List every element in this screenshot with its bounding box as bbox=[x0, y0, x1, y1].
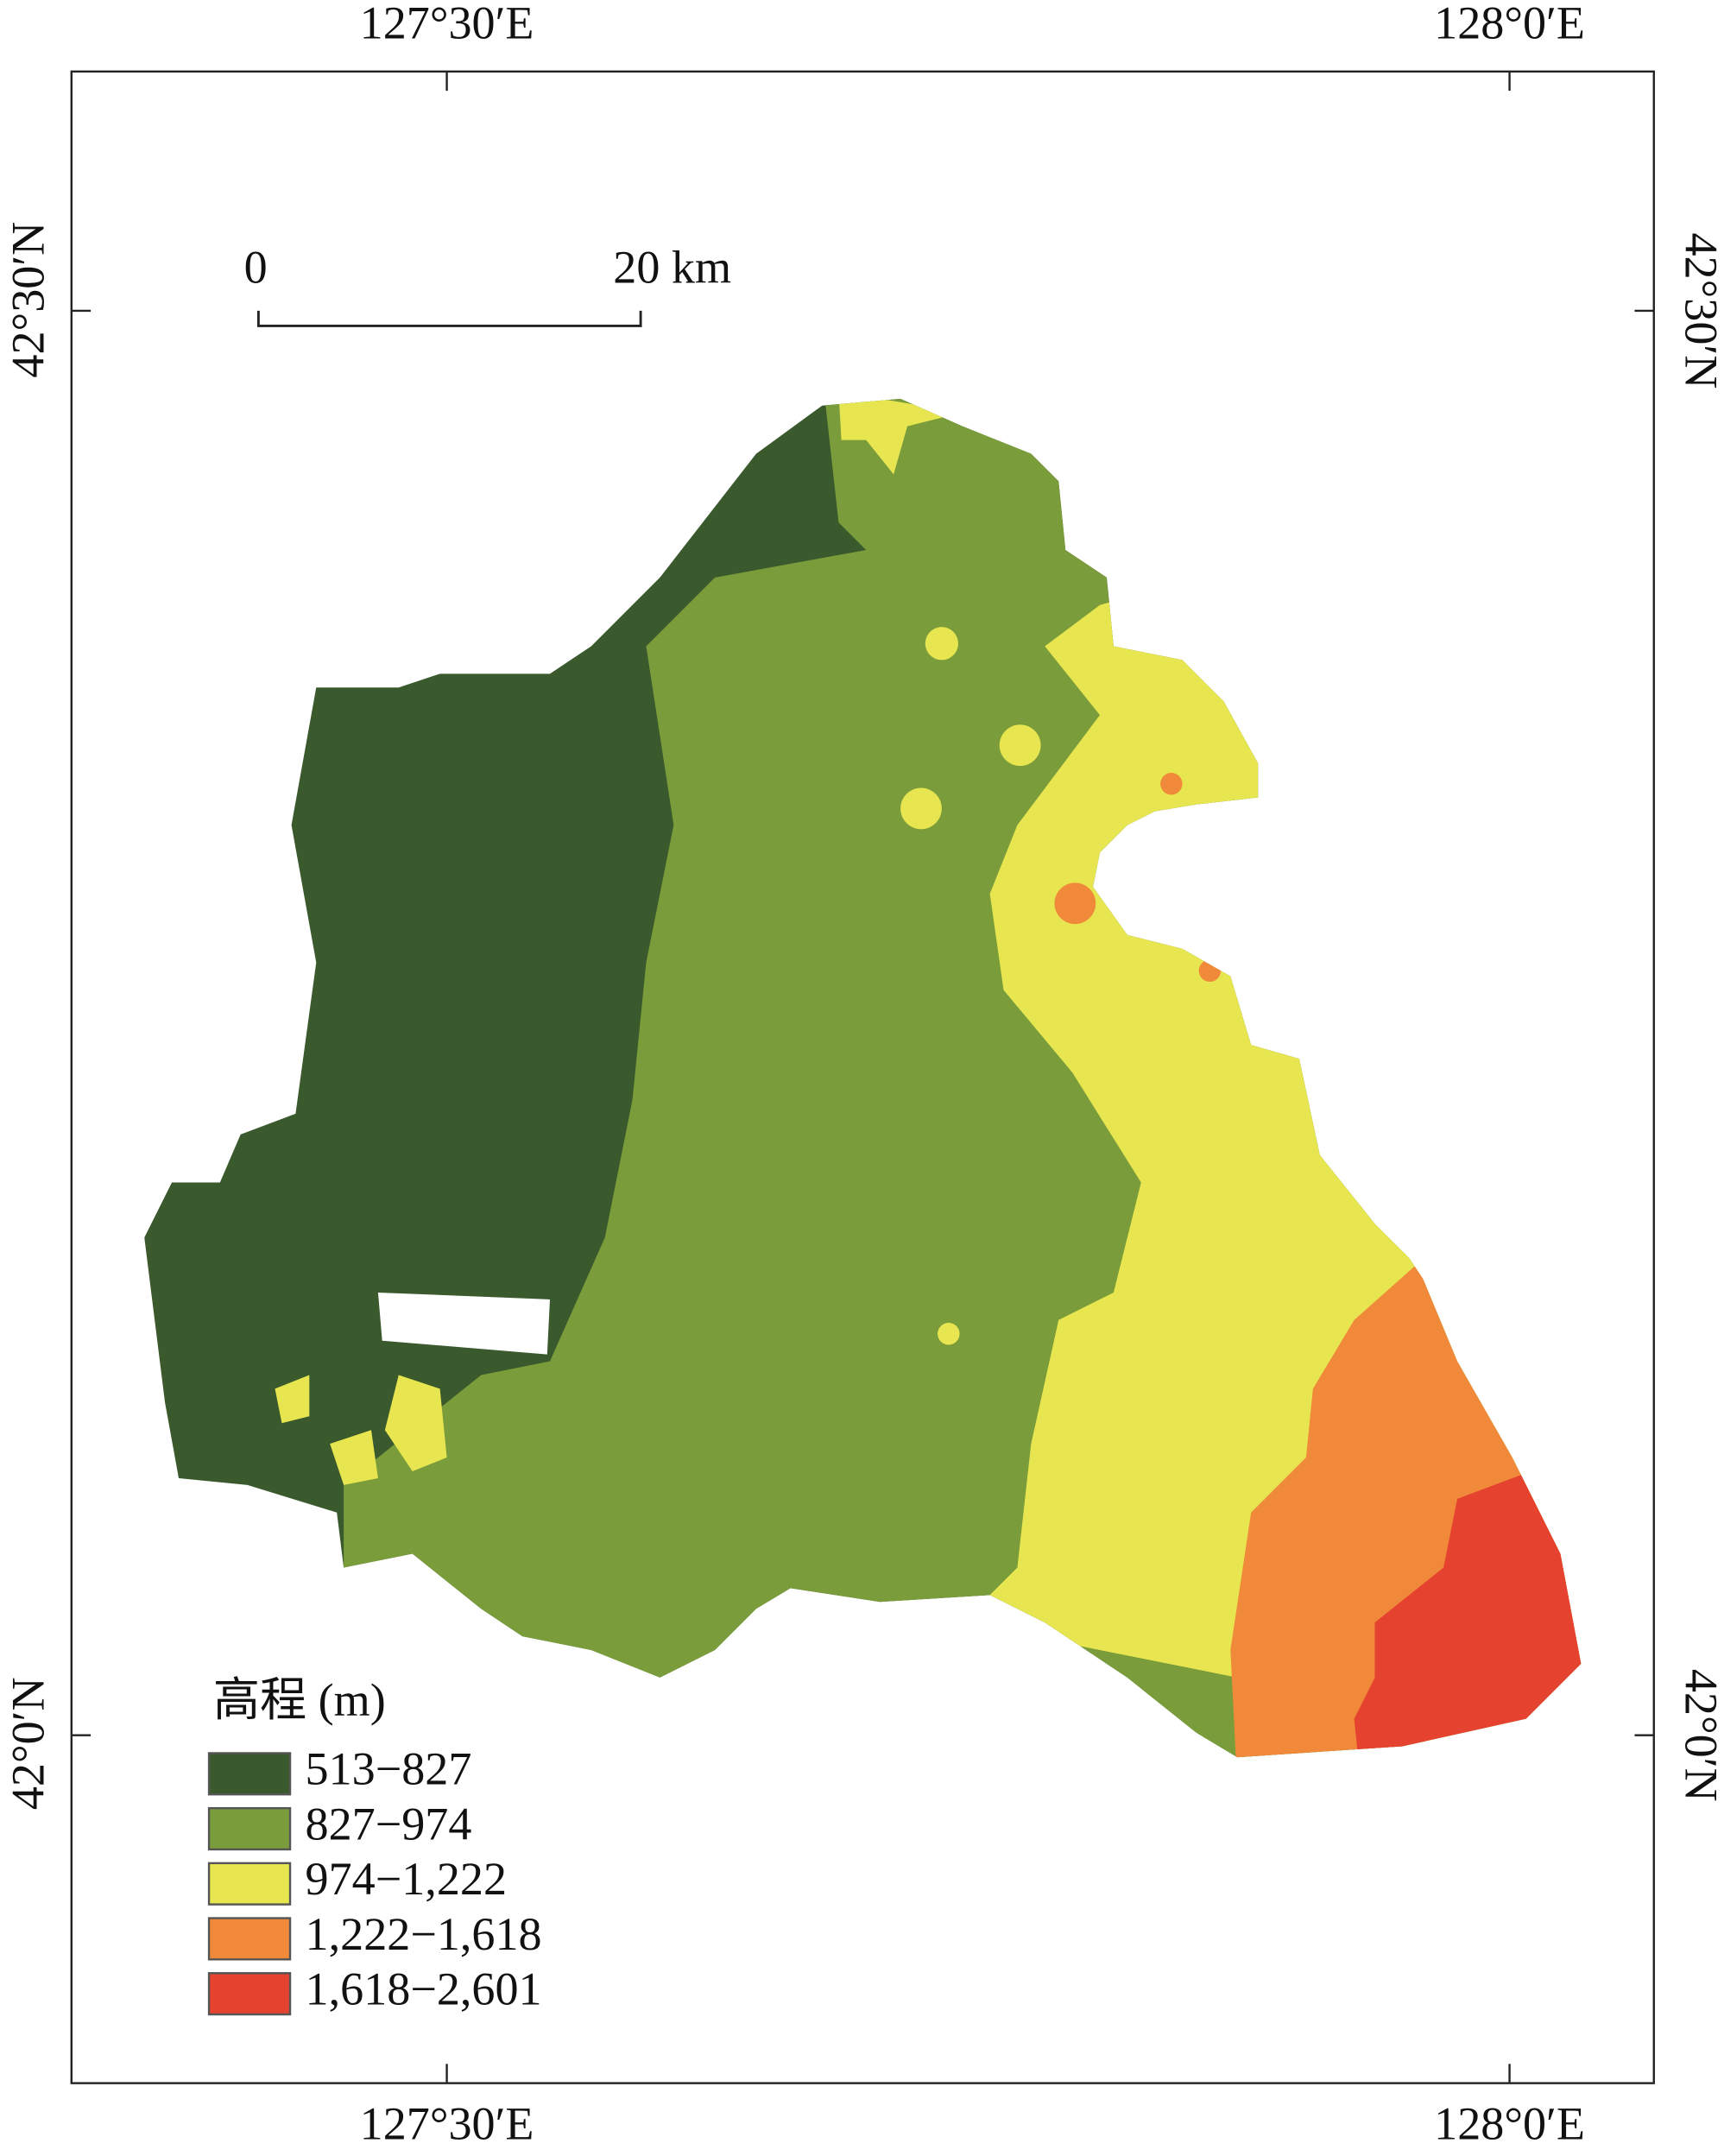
zone-higher bbox=[1160, 772, 1183, 795]
graticule-ticks bbox=[71, 71, 1654, 2083]
zone-higher bbox=[1198, 959, 1222, 983]
top-label: 128°0′E bbox=[1434, 0, 1585, 48]
legend-title: 高程 (m) bbox=[213, 1674, 386, 1726]
right-label: 42°0′N bbox=[1676, 1669, 1724, 1802]
zone-high bbox=[999, 724, 1041, 767]
zone-high bbox=[384, 1375, 447, 1471]
left-label: 42°0′N bbox=[3, 1677, 54, 1810]
legend-swatch bbox=[207, 1862, 292, 1906]
legend-label: 513−827 bbox=[306, 1743, 472, 1795]
legend-swatch bbox=[207, 1917, 292, 1961]
left-label: 42°30′N bbox=[3, 222, 54, 378]
legend-label: 1,222−1,618 bbox=[306, 1908, 542, 1960]
scale-end: 20 km bbox=[613, 242, 731, 294]
legend-label: 827−974 bbox=[306, 1798, 472, 1849]
zone-high bbox=[938, 1322, 960, 1345]
scale-bar bbox=[256, 310, 642, 327]
zone-high bbox=[330, 1430, 378, 1485]
legend-label: 1,618−2,601 bbox=[306, 1963, 542, 2015]
map-frame bbox=[70, 70, 1655, 2084]
top-label: 127°30′E bbox=[360, 0, 534, 48]
map-gap bbox=[377, 1292, 550, 1355]
zone-high bbox=[925, 627, 958, 661]
legend-swatch bbox=[207, 1972, 292, 2016]
scale-start: 0 bbox=[244, 242, 268, 294]
zone-high bbox=[838, 398, 963, 475]
zone-high bbox=[900, 787, 942, 830]
right-label: 42°30′N bbox=[1676, 232, 1724, 389]
legend-swatch bbox=[207, 1752, 292, 1796]
legend: 513−827827−974974−1,2221,222−1,6181,618−… bbox=[207, 1743, 542, 2016]
legend-swatch bbox=[207, 1806, 292, 1851]
zone-higher bbox=[1054, 882, 1096, 925]
legend-label: 974−1,222 bbox=[306, 1853, 508, 1905]
bottom-label: 127°30′E bbox=[360, 2098, 534, 2150]
zone-high bbox=[275, 1375, 310, 1424]
bottom-label: 128°0′E bbox=[1434, 2098, 1585, 2150]
